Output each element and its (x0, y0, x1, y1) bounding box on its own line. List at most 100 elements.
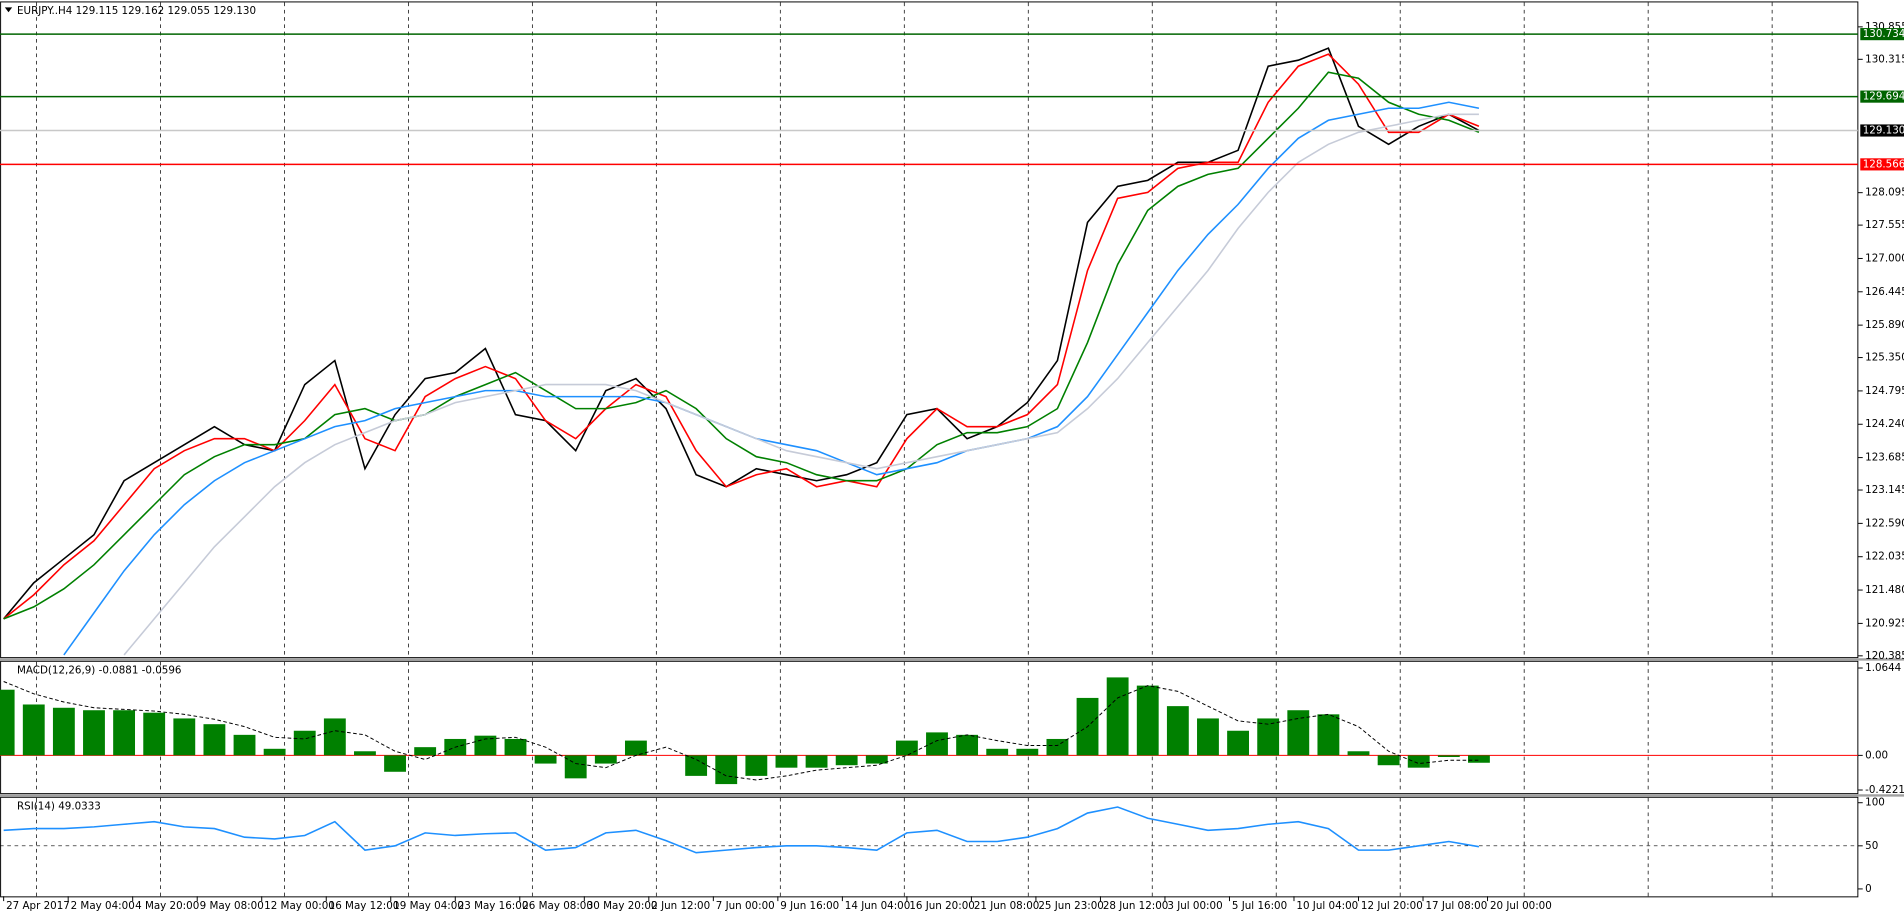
histogram-bar (986, 748, 1009, 756)
histogram-bar (1347, 751, 1370, 756)
y-tick-label: 124.795 (1865, 385, 1904, 397)
price-level-box (1860, 158, 1904, 171)
x-tick-label: 14 Jun 04:00 (845, 900, 911, 912)
histogram-bar (865, 755, 888, 764)
series-line (123, 113, 1479, 656)
y-tick-label: 130.855 (1865, 21, 1904, 33)
histogram-bar (504, 738, 527, 756)
series-line (3, 806, 1480, 854)
x-tick-label: 20 Jul 00:00 (1490, 900, 1552, 912)
histogram-bar (1016, 748, 1039, 756)
x-tick-label: 12 Jul 20:00 (1361, 900, 1423, 912)
y-tick-label: 121.480 (1865, 584, 1904, 596)
rsi-panel-frame (0, 796, 1859, 898)
y-tick-label: 100 (1865, 797, 1885, 809)
x-tick-label: 27 Apr 2017 (6, 900, 70, 912)
y-tick-label: 123.685 (1865, 452, 1904, 464)
x-tick-label: 26 May 08:00 (522, 900, 593, 912)
histogram-bar (1106, 677, 1129, 756)
y-tick-label: 120.385 (1865, 650, 1904, 662)
indicator-title: EURJPY..H4 129.115 129.162 129.055 129.1… (17, 5, 256, 17)
series-line (3, 53, 1480, 620)
y-tick-label: 1.0644 (1865, 662, 1901, 674)
histogram-bar (926, 732, 948, 756)
x-tick-label: 9 May 08:00 (200, 900, 264, 912)
histogram-bar (414, 747, 437, 756)
histogram-bar (384, 755, 406, 772)
y-tick-label: 128.095 (1865, 187, 1904, 199)
histogram-bar (745, 755, 768, 776)
price-level-label: 129.694 (1863, 91, 1904, 103)
y-tick-label: 124.240 (1865, 418, 1904, 430)
histogram-bar (715, 755, 738, 785)
y-tick-label: 0 (1865, 883, 1872, 895)
histogram-bar (0, 689, 15, 756)
y-tick-label: 130.315 (1865, 53, 1904, 65)
histogram-bar (956, 734, 979, 756)
x-tick-label: 12 May 00:00 (264, 900, 335, 912)
y-tick-label: 123.145 (1865, 484, 1904, 496)
histogram-bar (1257, 718, 1280, 756)
y-tick-label: 126.445 (1865, 286, 1904, 298)
histogram-bar (203, 724, 226, 756)
price-level-label: 128.566 (1863, 158, 1904, 170)
histogram-bar (263, 748, 286, 756)
series-line (3, 681, 1479, 781)
histogram-bar (83, 710, 105, 756)
histogram-bar (1166, 706, 1189, 756)
series-line (63, 101, 1480, 656)
y-tick-label: 0.00 (1865, 749, 1888, 761)
price-level-label: 130.734 (1863, 28, 1904, 40)
y-tick-label: -0.4221 (1865, 784, 1904, 796)
histogram-bar (323, 718, 346, 756)
menu-triangle[interactable] (4, 7, 13, 13)
histogram-bar (293, 730, 316, 756)
histogram-bar (624, 740, 647, 756)
histogram-bar (1227, 730, 1249, 756)
y-tick-label: 122.035 (1865, 551, 1904, 563)
price-level-box (1860, 124, 1904, 137)
histogram-bar (22, 704, 45, 756)
indicator-title: RSI(14) 49.0333 (17, 800, 101, 812)
histogram-bar (1046, 738, 1069, 756)
histogram-bar (775, 755, 798, 768)
y-tick-label: 120.925 (1865, 617, 1904, 629)
histogram-bar (685, 755, 708, 776)
x-tick-label: 25 Jun 23:00 (1038, 900, 1104, 912)
x-tick-label: 17 Jul 08:00 (1425, 900, 1487, 912)
histogram-bar (52, 707, 75, 756)
x-tick-label: 23 May 16:00 (458, 900, 529, 912)
histogram-bar (173, 718, 196, 756)
histogram-bar (1468, 755, 1490, 763)
x-tick-label: 10 Jul 04:00 (1296, 900, 1358, 912)
y-tick-label: 127.555 (1865, 219, 1904, 231)
price-level-label: 129.130 (1863, 124, 1904, 136)
price-level-box (1860, 90, 1904, 103)
indicator-title: MACD(12,26,9) -0.0881 -0.0596 (17, 664, 182, 676)
series-line (3, 71, 1480, 620)
histogram-bar (1197, 718, 1219, 756)
x-tick-label: 19 May 04:00 (393, 900, 464, 912)
y-tick-label: 127.000 (1865, 252, 1904, 264)
x-tick-label: 5 Jul 16:00 (1232, 900, 1287, 912)
histogram-bar (143, 712, 166, 756)
x-tick-label: 30 May 20:00 (587, 900, 658, 912)
histogram-bar (1437, 755, 1460, 758)
histogram-bar (113, 710, 136, 756)
histogram-bar (895, 740, 918, 756)
x-tick-label: 28 Jun 12:00 (1103, 900, 1169, 912)
histogram-bar (1287, 710, 1310, 756)
x-tick-label: 2 Jun 12:00 (651, 900, 710, 912)
histogram-bar (1407, 755, 1430, 768)
y-tick-label: 125.890 (1865, 319, 1904, 331)
histogram-bar (354, 751, 376, 756)
main-panel-frame (0, 1, 1859, 659)
histogram-bar (835, 755, 858, 766)
histogram-bar (805, 755, 828, 768)
x-tick-label: 2 May 04:00 (71, 900, 135, 912)
x-tick-label: 16 May 12:00 (329, 900, 400, 912)
x-tick-label: 4 May 20:00 (135, 900, 199, 912)
histogram-bar (1377, 755, 1400, 766)
